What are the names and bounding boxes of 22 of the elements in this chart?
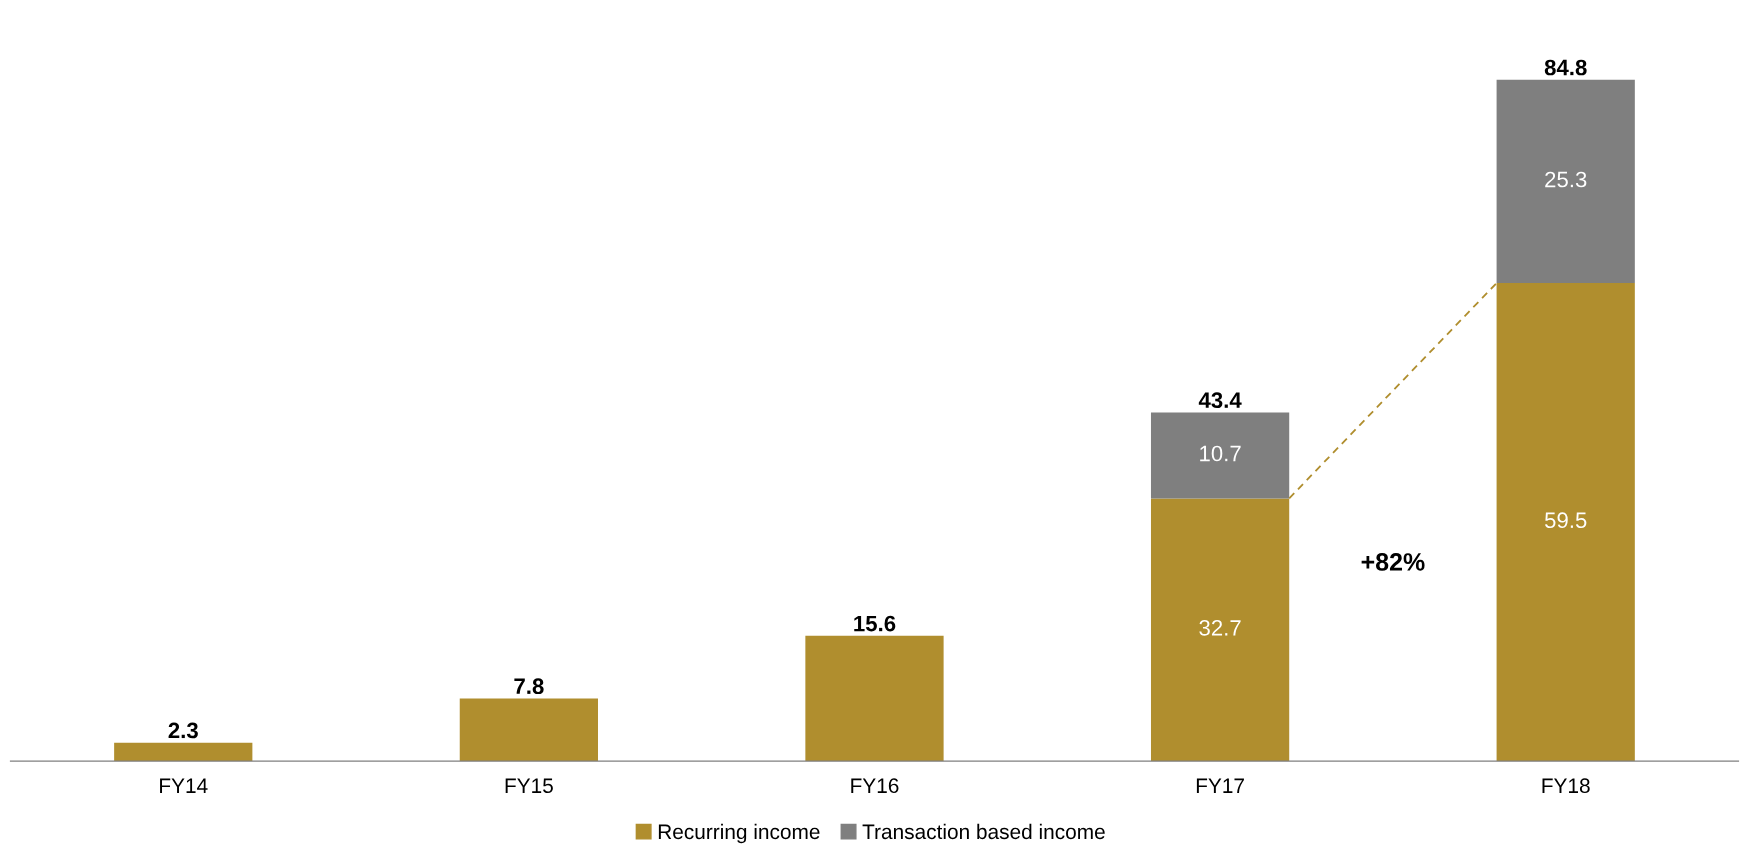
data-label: 59.5 — [1544, 512, 1587, 529]
total-label: 43.4 — [1198, 392, 1242, 409]
data-label: 32.7 — [1199, 620, 1241, 636]
bar — [1150, 412, 1290, 499]
x-tick-label: FY18 — [1542, 778, 1590, 794]
bar — [1496, 79, 1635, 284]
legend-label: Transaction based income — [862, 823, 1105, 840]
x-tick-label: FY17 — [1196, 778, 1244, 793]
data-label: 10.7 — [1200, 445, 1241, 462]
data-label: 25.3 — [1545, 171, 1587, 188]
bar — [114, 742, 253, 762]
total-label: 7.8 — [514, 678, 544, 695]
x-tick-label: FY16 — [851, 778, 899, 794]
bar — [459, 698, 598, 762]
x-tick-label: FY14 — [160, 778, 208, 793]
annotation: +82% — [1361, 553, 1425, 571]
total-label: 84.8 — [1544, 59, 1587, 76]
x-tick-label: FY15 — [505, 778, 553, 794]
legend-label: Recurring income — [658, 823, 820, 844]
total-label: 15.6 — [854, 615, 896, 632]
bar — [805, 635, 944, 762]
total-label: 2.3 — [168, 722, 198, 739]
